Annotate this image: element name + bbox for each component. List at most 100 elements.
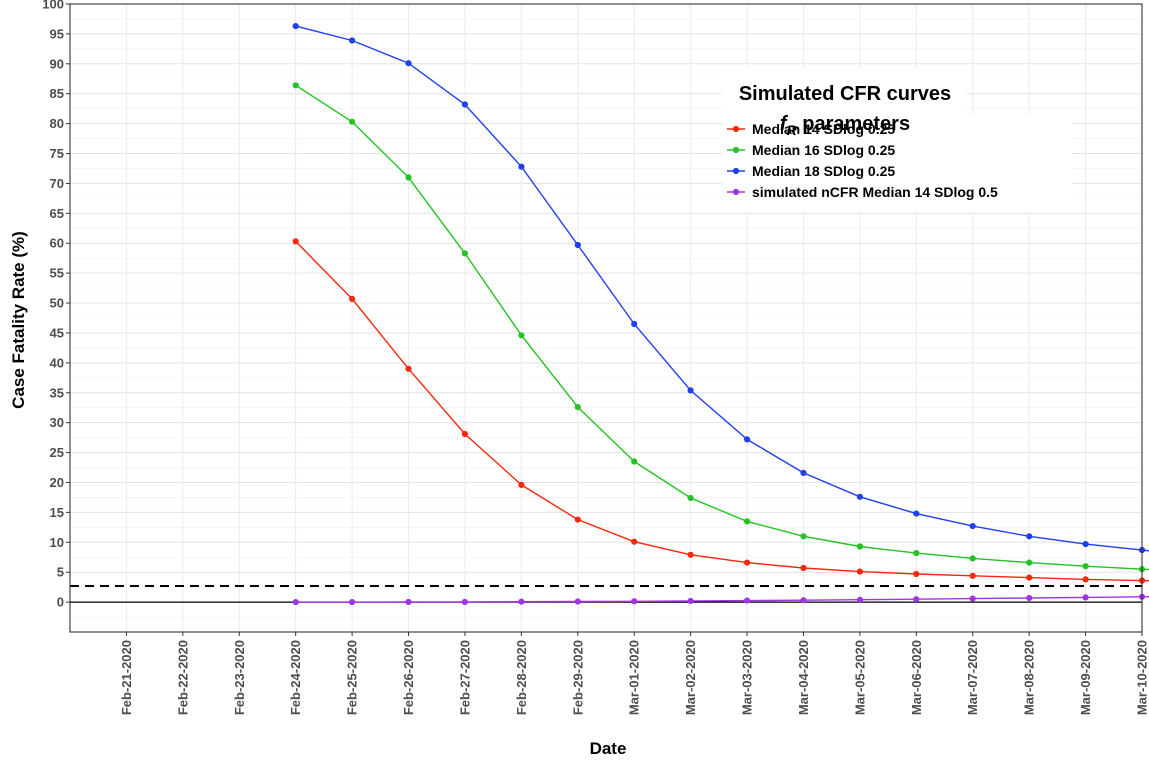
y-tick-label: 100 [42,0,64,12]
data-point [405,598,412,606]
data-point [969,595,976,602]
data-point [1026,594,1033,602]
data-point [405,365,412,372]
legend-subtitle-symbol: f [780,113,789,135]
data-point [631,458,638,465]
x-tick-label: Mar-08-2020 [1022,640,1037,715]
data-point [405,60,412,67]
data-point [856,596,864,603]
legend-subtitle-subscript: R [787,122,798,138]
y-tick-label: 85 [50,86,64,101]
x-tick-label: Mar-10-2020 [1135,640,1149,715]
data-point [292,82,299,89]
data-point [744,559,751,566]
panel-border [69,3,1143,633]
y-tick-label: 20 [50,475,64,490]
grid [70,3,1143,632]
data-point [1082,594,1089,601]
y-tick-label: 0 [57,595,64,610]
x-tick-label: Mar-03-2020 [740,640,755,715]
legend-item: Median 18 SDlog 0.25 [727,163,895,179]
legend-item: Median 14 SDlog 0.25 [727,121,895,137]
y-tick-label: 55 [50,266,64,281]
legend-label: simulated nCFR Median 14 SDlog 0.5 [752,184,998,200]
data-point [800,469,807,476]
data-point [1082,541,1089,548]
data-point [461,250,468,257]
data-point [518,332,525,339]
data-point [1082,576,1089,583]
legend-title-bg [722,68,966,114]
series-line [295,596,1149,603]
legend-item: Median 16 SDlog 0.25 [727,142,895,158]
x-tick-label: Feb-27-2020 [457,640,472,715]
y-tick-label: 35 [50,385,64,400]
data-point [461,430,468,438]
x-tick-label: Feb-21-2020 [119,640,134,715]
legend-subtitle-rest: parameters [797,113,910,135]
x-tick-label: Mar-07-2020 [965,640,980,715]
series-line [295,84,1149,571]
data-point [1026,574,1033,581]
legend-key-point [732,167,740,175]
x-tick-label: Feb-22-2020 [175,640,190,715]
data-point [518,163,525,170]
series-3 [292,593,1149,606]
y-tick-label: 70 [50,176,64,191]
data-point [631,538,638,545]
legend-bg [722,114,1072,212]
series-layer [292,23,1149,606]
x-tick-label: Mar-02-2020 [683,640,698,715]
x-axis: Feb-21-2020 Feb-22-2020 Feb-23-2020 Feb-24-… [119,632,1149,715]
y-tick-label: 25 [50,445,64,460]
data-point [856,493,864,500]
x-tick-label: Feb-24-2020 [288,640,303,715]
data-point [349,295,356,302]
data-point [913,596,920,603]
data-point [349,37,356,44]
data-point [744,436,751,443]
y-tick-label: 75 [50,146,64,161]
data-point [687,551,694,558]
data-point [800,597,807,604]
legend-label: Median 18 SDlog 0.25 [752,163,895,179]
legend-key-point [732,125,740,133]
series-2 [292,23,1149,554]
data-point [574,516,581,523]
x-tick-label: Mar-01-2020 [627,640,642,715]
data-point [913,510,920,517]
legend-key-point [732,146,740,154]
series-1 [292,82,1149,573]
y-tick-label: 80 [50,116,64,131]
data-point [1026,559,1033,566]
data-point [687,387,694,394]
data-point [292,23,299,30]
x-tick-label: Mar-04-2020 [796,640,811,715]
data-point [574,241,581,249]
y-tick-label: 95 [50,26,64,41]
data-point [292,599,299,606]
y-tick-label: 50 [50,296,64,311]
data-point [687,597,694,605]
data-point [800,564,807,572]
legend: Simulated CFR curves fR parameters Media… [722,68,1072,212]
y-tick-label: 5 [57,565,64,580]
legend-label: Median 14 SDlog 0.25 [752,121,895,137]
legend-label: Median 16 SDlog 0.25 [752,142,895,158]
data-point [574,404,581,411]
data-point [518,598,525,605]
x-tick-label: Mar-09-2020 [1078,640,1093,715]
x-tick-label: Feb-23-2020 [232,640,247,715]
y-tick-label: 90 [50,56,64,71]
legend-title: Simulated CFR curves [739,83,951,105]
data-point [856,543,864,550]
data-point [969,555,976,562]
legend-key-point [732,188,740,196]
data-point [1082,563,1089,570]
y-axis-title: Case Fatality Rate (%) [9,231,28,409]
y-tick-label: 10 [50,535,64,550]
y-tick-label: 45 [50,325,64,340]
data-point [744,597,751,604]
data-point [292,238,299,245]
